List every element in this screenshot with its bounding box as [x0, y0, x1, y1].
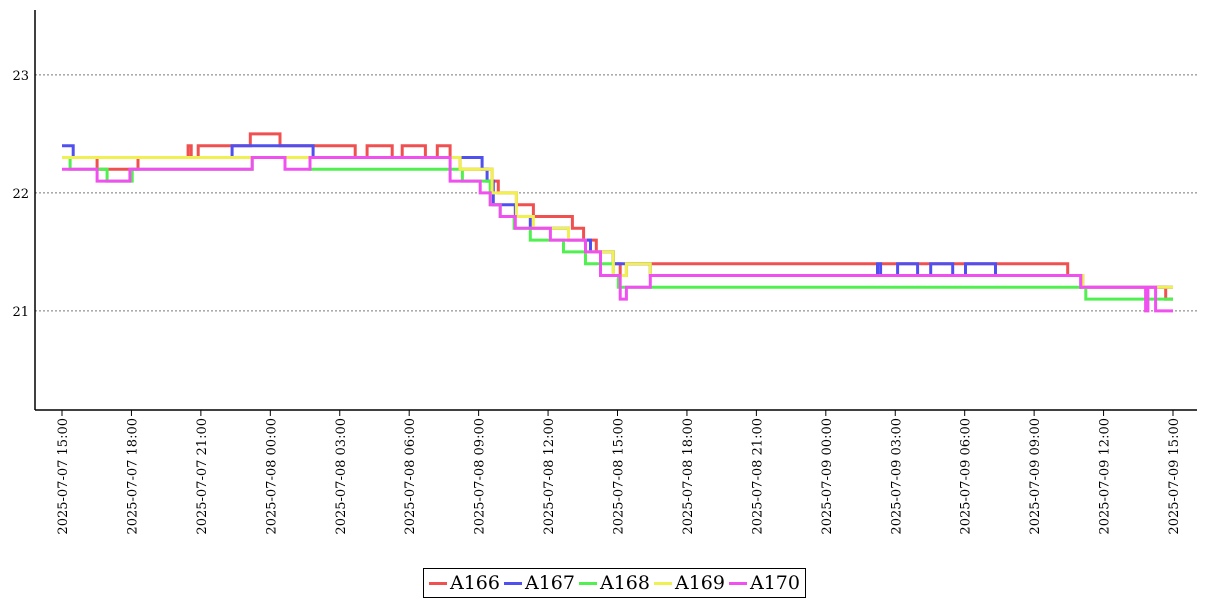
y-tick-label: 21: [12, 305, 29, 320]
x-tick-label: 2025-07-09 15:00: [1167, 418, 1182, 535]
x-tick-label: 2025-07-08 09:00: [473, 418, 488, 535]
legend: A166 A167 A168 A169 A170: [423, 568, 806, 598]
x-tick-label: 2025-07-09 06:00: [959, 418, 974, 535]
legend-label: A169: [675, 572, 725, 594]
legend-item: A169: [652, 572, 725, 594]
x-tick-label: 2025-07-08 00:00: [264, 418, 279, 535]
series-line-a167: [62, 144, 1173, 289]
legend-label: A170: [750, 572, 800, 594]
x-tick-label: 2025-07-09 12:00: [1098, 418, 1113, 535]
x-tick-label: 2025-07-08 18:00: [681, 418, 696, 535]
y-tick-label: 22: [12, 187, 29, 202]
x-axis-ticks: 2025-07-07 15:00 2025-07-07 18:00 2025-07-…: [56, 410, 1182, 535]
legend-swatch: [504, 581, 522, 585]
y-tick-label: 23: [12, 69, 29, 84]
series-line-a169: [62, 156, 1173, 289]
axes: [34, 10, 1197, 411]
legend-item: A168: [577, 572, 650, 594]
x-tick-label: 2025-07-08 12:00: [542, 418, 557, 535]
x-tick-label: 2025-07-07 21:00: [195, 418, 210, 535]
grid: [35, 74, 1197, 312]
legend-swatch: [579, 581, 597, 585]
legend-item: A170: [727, 572, 800, 594]
series-line-a168: [62, 156, 1173, 301]
x-tick-label: 2025-07-09 03:00: [889, 418, 904, 535]
legend-label: A166: [450, 572, 500, 594]
series-lines: [62, 132, 1173, 313]
x-tick-label: 2025-07-08 21:00: [750, 418, 765, 535]
y-axis-ticks: 21 22 23: [12, 69, 29, 320]
x-tick-label: 2025-07-08 03:00: [334, 418, 349, 535]
series-line-a170: [62, 156, 1173, 313]
x-tick-label: 2025-07-08 15:00: [612, 418, 627, 535]
x-tick-label: 2025-07-07 18:00: [125, 418, 140, 535]
legend-label: A167: [525, 572, 575, 594]
legend-item: A166: [427, 572, 500, 594]
legend-swatch: [429, 581, 447, 585]
legend-item: A167: [502, 572, 575, 594]
x-tick-label: 2025-07-09 09:00: [1028, 418, 1043, 535]
legend-label: A168: [600, 572, 650, 594]
x-tick-label: 2025-07-07 15:00: [56, 418, 71, 535]
x-tick-label: 2025-07-09 00:00: [820, 418, 835, 535]
legend-swatch: [729, 581, 747, 585]
x-tick-label: 2025-07-08 06:00: [403, 418, 418, 535]
legend-swatch: [654, 581, 672, 585]
